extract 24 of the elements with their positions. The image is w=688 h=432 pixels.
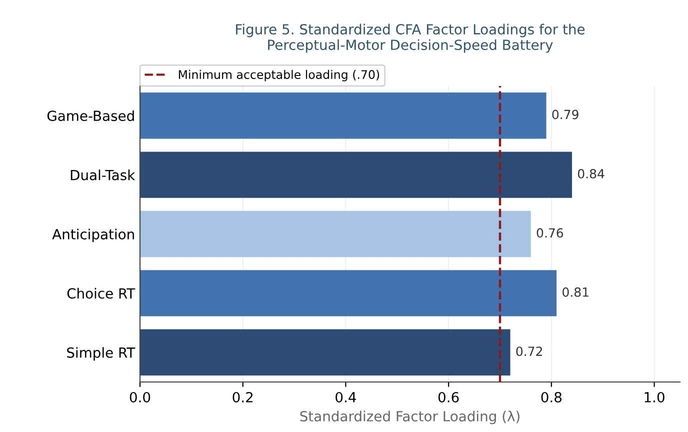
bar (140, 152, 572, 198)
y-tick-label: Dual-Task (70, 170, 136, 180)
y-tick-label: Simple RT (67, 347, 136, 361)
x-tick-label: 1.0 (644, 392, 664, 402)
data-label: 0.76 (536, 228, 564, 238)
bar (140, 92, 546, 139)
y-tick-label: Choice RT (67, 288, 136, 299)
x-tick-label: 0.2 (232, 392, 253, 402)
data-label: 0.81 (562, 287, 588, 297)
bar (140, 329, 510, 376)
data-label: 0.72 (516, 346, 542, 356)
x-tick-label: 0.8 (541, 392, 562, 402)
data-label: 0.84 (578, 168, 604, 178)
x-tick-label: 0.4 (336, 392, 356, 402)
x-tick-label: 0.0 (130, 392, 150, 402)
chart-title: Figure 5. Standardized CFA Factor Loadings for the Perceptual-Motor Decision-Speed Battery (236, 24, 585, 53)
x-tick-label: 0.6 (438, 392, 459, 402)
bar (140, 210, 531, 258)
y-tick-label: Game-Based (47, 110, 134, 122)
x-axis-title: Standardized Factor Loading (λ) (300, 410, 520, 424)
y-tick-label: Anticipation (52, 228, 134, 242)
bar (140, 270, 557, 316)
data-label: 0.79 (552, 110, 578, 120)
legend-label: Minimum acceptable loading (.70) (178, 70, 380, 82)
